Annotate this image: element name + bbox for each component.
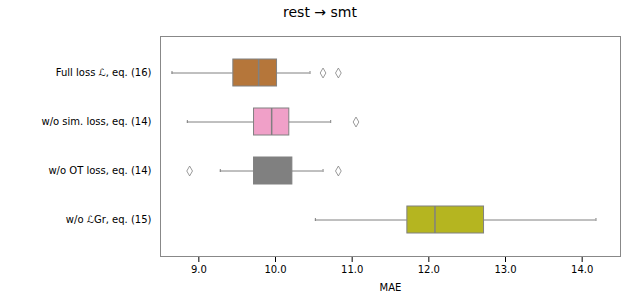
html-text:rest → smt: rest → smt — [283, 4, 357, 20]
svg-text:11.0: 11.0 — [341, 264, 363, 275]
svg-text:w/o OT loss, eq. (14): w/o OT loss, eq. (14) — [48, 165, 151, 176]
svg-text:13.0: 13.0 — [494, 264, 516, 275]
svg-text:Full loss ℒ, eq. (16): Full loss ℒ, eq. (16) — [56, 67, 152, 78]
svg-text:10.0: 10.0 — [264, 264, 286, 275]
svg-text:w/o sim. loss, eq. (14): w/o sim. loss, eq. (14) — [42, 116, 152, 127]
svg-text:12.0: 12.0 — [418, 264, 440, 275]
svg-text:9.0: 9.0 — [191, 264, 207, 275]
svg-text:w/o ℒGr, eq. (15): w/o ℒGr, eq. (15) — [66, 214, 152, 225]
svg-text:14.0: 14.0 — [571, 264, 593, 275]
svg-text:MAE: MAE — [380, 282, 402, 293]
